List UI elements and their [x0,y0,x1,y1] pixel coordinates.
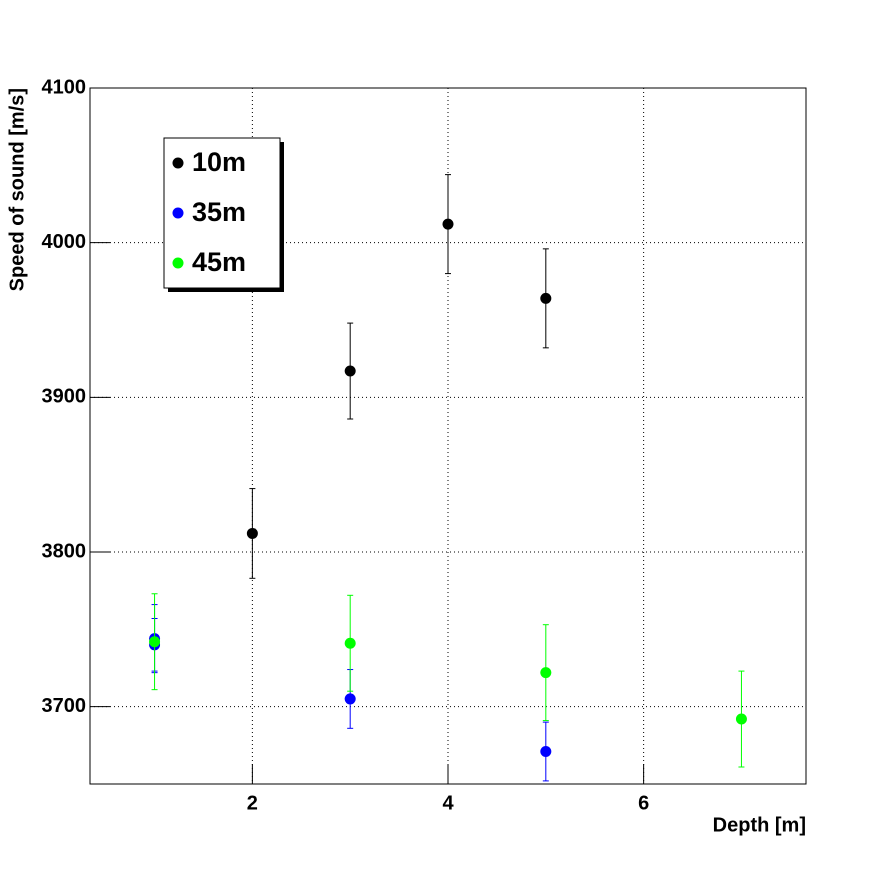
legend-marker [172,257,184,269]
point [246,527,258,539]
point [540,292,552,304]
y-axis-label: Speed of sound [m/s] [6,88,28,291]
point [149,636,161,648]
y-tick-label: 4100 [42,76,87,98]
y-tick-label: 3700 [42,695,87,717]
x-axis-label: Depth [m] [713,814,806,836]
legend-label: 45m [192,247,246,277]
x-tick-label: 2 [247,792,258,814]
x-tick-label: 6 [638,792,649,814]
legend-marker [172,157,184,169]
point [344,637,356,649]
y-tick-label: 3800 [42,540,87,562]
y-tick-label: 3900 [42,386,87,408]
legend-label: 10m [192,147,246,177]
legend-label: 35m [192,197,246,227]
x-tick-label: 4 [442,792,454,814]
point [735,713,747,725]
point [344,365,356,377]
point [540,746,552,758]
legend-marker [172,207,184,219]
point [540,667,552,679]
y-tick-label: 4000 [42,231,87,253]
plot-frame [89,87,807,785]
point [344,693,356,705]
point [442,218,454,230]
